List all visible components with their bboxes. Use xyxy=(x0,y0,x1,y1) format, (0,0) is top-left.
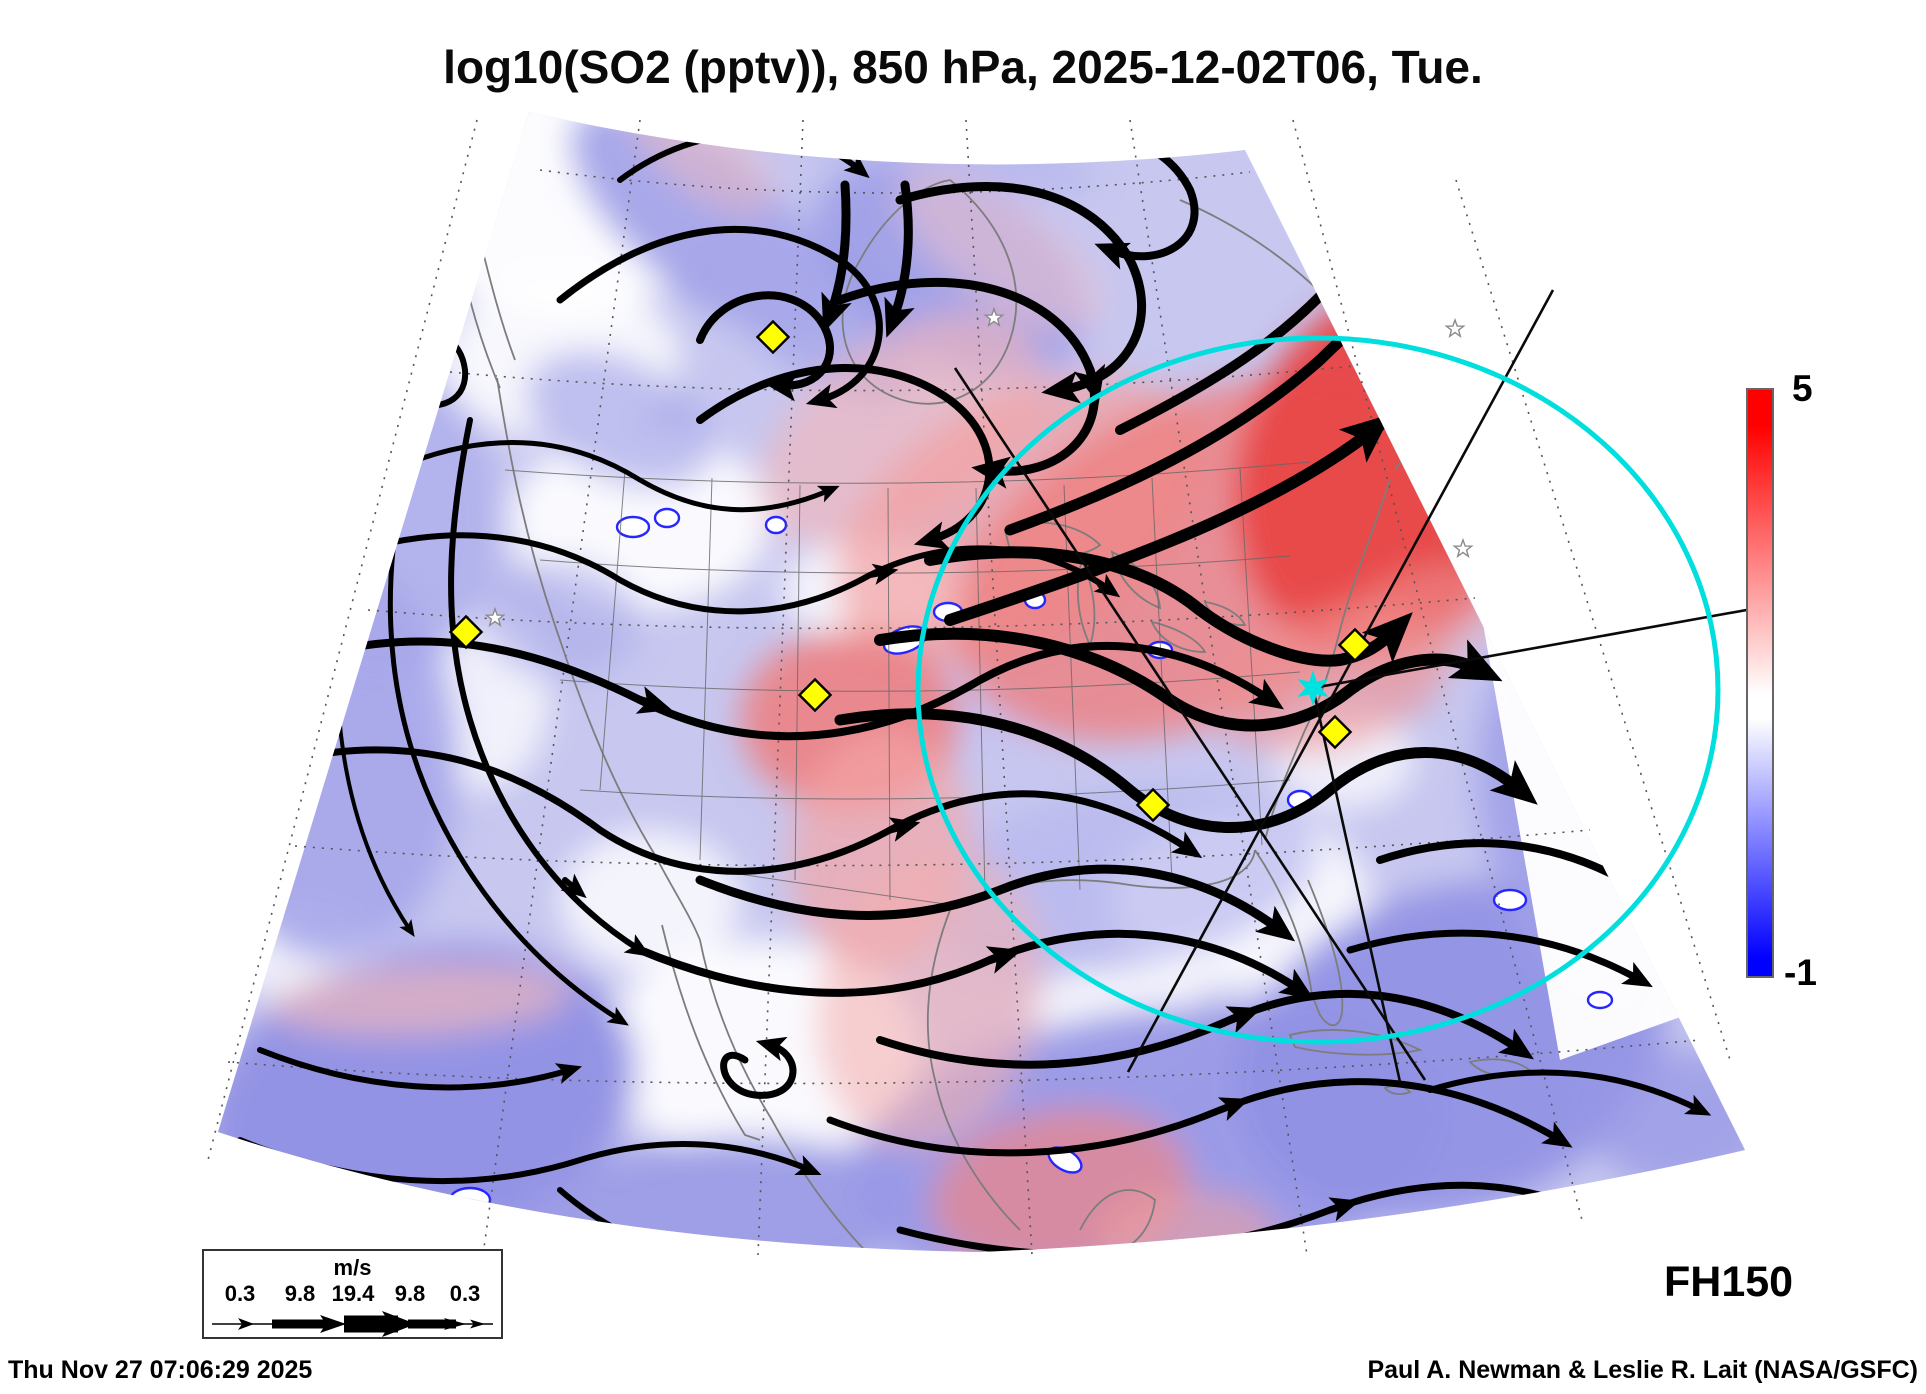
trajectory-line xyxy=(1126,289,1555,1073)
site-marker-diamond xyxy=(1317,714,1353,750)
graticule xyxy=(207,119,1731,1256)
wind-speed-label: 9.8 xyxy=(284,1281,316,1306)
wind-scale-arrow-icon xyxy=(212,1311,493,1337)
colorbar-max-label: 5 xyxy=(1792,368,1813,409)
trajectory-line xyxy=(1311,687,1402,1083)
site-marker-diamond xyxy=(1337,627,1373,663)
wind-legend-speeds: 0.3 9.8 19.4 9.8 0.3 xyxy=(204,1281,501,1306)
white-data-wedge xyxy=(1245,150,1700,1060)
site-marker-diamond xyxy=(797,677,833,713)
colorbar xyxy=(1746,388,1774,978)
plot-title: log10(SO2 (pptv)), 850 hPa, 2025-12-02T0… xyxy=(443,41,1483,93)
wind-speed-label: 9.8 xyxy=(394,1281,426,1306)
wind-legend-units: m/s xyxy=(333,1255,372,1280)
wind-legend-box: m/s 0.3 9.8 19.4 9.8 0.3 xyxy=(202,1249,503,1339)
wind-speed-label: 0.3 xyxy=(224,1281,256,1306)
credit-text: Paul A. Newman & Leslie R. Lait (NASA/GS… xyxy=(1367,1356,1918,1384)
annotation-layer xyxy=(448,289,1764,1083)
wind-speed-label: 19.4 xyxy=(331,1281,375,1306)
trajectory-line xyxy=(1312,605,1764,690)
colorbar-min-label: -1 xyxy=(1784,952,1817,993)
forecast-hour-label: FH150 xyxy=(1664,1258,1794,1306)
wind-speed-label: 0.3 xyxy=(449,1281,481,1306)
trajectory-line xyxy=(953,367,1427,1081)
range-ring xyxy=(915,335,1721,1045)
site-marker-diamond xyxy=(448,614,484,650)
source-star-icon xyxy=(1297,670,1329,706)
site-marker-diamond xyxy=(1135,787,1171,823)
site-marker-diamond xyxy=(755,319,791,355)
generated-timestamp: Thu Nov 27 07:06:29 2025 xyxy=(8,1356,313,1384)
